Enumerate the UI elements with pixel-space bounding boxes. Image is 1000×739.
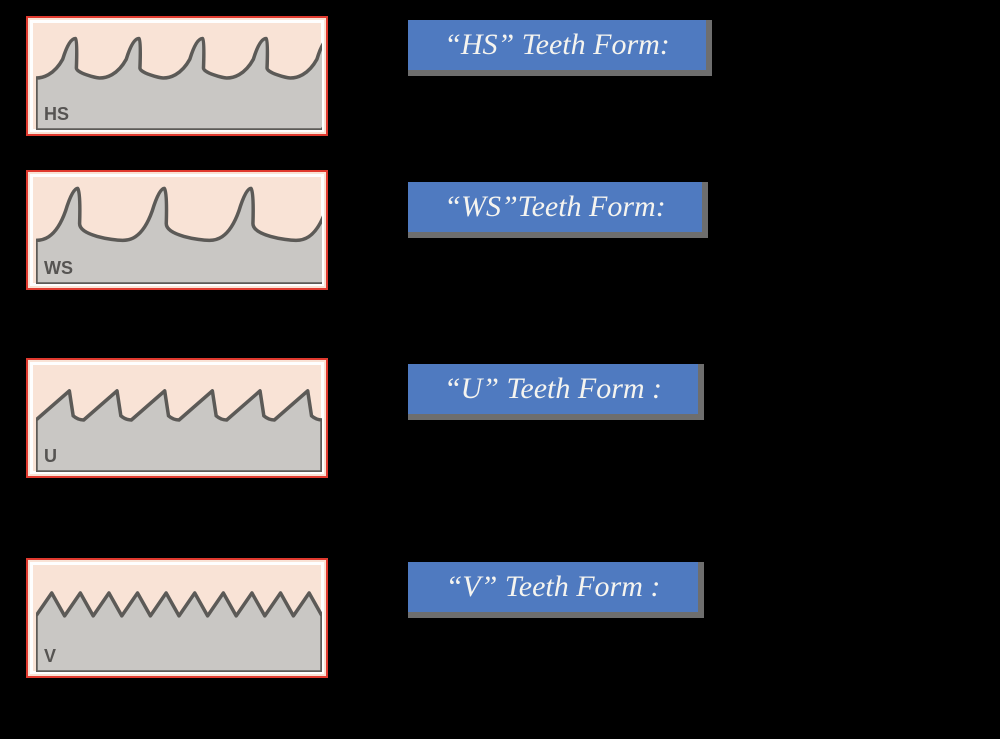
teeth-thumbnail-u: U — [26, 358, 328, 478]
teeth-label-text-v: “V” Teeth Form : — [446, 570, 661, 604]
blade-code-text: U — [44, 446, 57, 466]
teeth-label-text-u: “U” Teeth Form : — [444, 372, 662, 406]
teeth-label-text-ws: “WS”Teeth Form: — [444, 190, 665, 224]
blade-code-text: V — [44, 646, 56, 666]
teeth-label-text-hs: “HS” Teeth Form: — [444, 28, 670, 62]
teeth-label-box-ws: “WS”Teeth Form: — [408, 182, 708, 238]
teeth-profile-svg-u: U — [36, 368, 322, 472]
teeth-profile-svg-ws: WS — [36, 180, 322, 284]
teeth-label-box-v: “V” Teeth Form : — [408, 562, 704, 618]
teeth-thumbnail-ws: WS — [26, 170, 328, 290]
teeth-thumbnail-hs: HS — [26, 16, 328, 136]
blade-code-text: WS — [44, 258, 73, 278]
teeth-thumbnail-v: V — [26, 558, 328, 678]
blade-code-text: HS — [44, 104, 69, 124]
teeth-profile-svg-hs: HS — [36, 26, 322, 130]
teeth-profile-svg-v: V — [36, 568, 322, 672]
teeth-label-box-hs: “HS” Teeth Form: — [408, 20, 712, 76]
teeth-label-box-u: “U” Teeth Form : — [408, 364, 704, 420]
